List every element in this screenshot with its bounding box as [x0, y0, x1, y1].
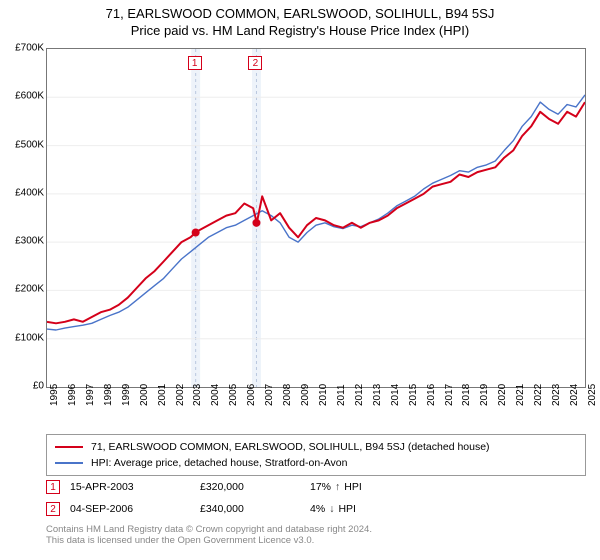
- x-tick-label: 2006: [246, 384, 257, 406]
- legend-swatch: [55, 446, 83, 448]
- x-tick-label: 2024: [569, 384, 580, 406]
- x-tick-label: 2003: [192, 384, 203, 406]
- sale-date: 04-SEP-2006: [70, 503, 190, 515]
- x-tick-label: 1997: [85, 384, 96, 406]
- x-tick-label: 2009: [300, 384, 311, 406]
- legend-label: HPI: Average price, detached house, Stra…: [91, 457, 347, 469]
- y-tick-label: £0: [2, 381, 44, 392]
- x-tick-label: 2018: [461, 384, 472, 406]
- plot-svg: [47, 49, 585, 387]
- legend-row: HPI: Average price, detached house, Stra…: [55, 455, 577, 471]
- x-tick-label: 2013: [372, 384, 383, 406]
- x-tick-label: 1996: [67, 384, 78, 406]
- x-tick-label: 2021: [515, 384, 526, 406]
- x-tick-label: 2004: [210, 384, 221, 406]
- sale-marker-label: 2: [248, 56, 262, 70]
- y-tick-label: £500K: [2, 139, 44, 150]
- sale-badge: 1: [46, 480, 60, 494]
- x-tick-label: 2022: [533, 384, 544, 406]
- y-tick-label: £300K: [2, 236, 44, 247]
- x-tick-label: 1995: [49, 384, 60, 406]
- chart-subtitle: Price paid vs. HM Land Registry's House …: [0, 23, 600, 38]
- plot-area: [46, 48, 586, 388]
- x-tick-label: 2012: [354, 384, 365, 406]
- y-tick-label: £600K: [2, 91, 44, 102]
- arrow-down-icon: ↓: [329, 503, 334, 515]
- x-tick-label: 1998: [103, 384, 114, 406]
- x-tick-label: 1999: [121, 384, 132, 406]
- x-tick-label: 2025: [587, 384, 598, 406]
- x-tick-label: 2020: [497, 384, 508, 406]
- legend: 71, EARLSWOOD COMMON, EARLSWOOD, SOLIHUL…: [46, 434, 586, 476]
- x-tick-label: 2017: [444, 384, 455, 406]
- footnote: Contains HM Land Registry data © Crown c…: [46, 524, 372, 547]
- sale-diff: 4%↓HPI: [310, 503, 450, 515]
- y-tick-label: £400K: [2, 187, 44, 198]
- y-tick-label: £200K: [2, 284, 44, 295]
- x-tick-label: 2015: [408, 384, 419, 406]
- sale-badge: 2: [46, 502, 60, 516]
- sale-marker-label: 1: [188, 56, 202, 70]
- sale-row: 2 04-SEP-2006 £340,000 4%↓HPI: [46, 498, 586, 520]
- x-tick-label: 2014: [390, 384, 401, 406]
- x-tick-label: 2001: [157, 384, 168, 406]
- x-tick-label: 2002: [175, 384, 186, 406]
- x-tick-label: 2000: [139, 384, 150, 406]
- titles: 71, EARLSWOOD COMMON, EARLSWOOD, SOLIHUL…: [0, 0, 600, 38]
- y-tick-label: £100K: [2, 332, 44, 343]
- x-tick-label: 2016: [426, 384, 437, 406]
- sale-diff: 17%↑HPI: [310, 481, 450, 493]
- footnote-line: Contains HM Land Registry data © Crown c…: [46, 524, 372, 535]
- arrow-up-icon: ↑: [335, 481, 340, 493]
- legend-label: 71, EARLSWOOD COMMON, EARLSWOOD, SOLIHUL…: [91, 441, 490, 453]
- legend-row: 71, EARLSWOOD COMMON, EARLSWOOD, SOLIHUL…: [55, 439, 577, 455]
- x-tick-label: 2007: [264, 384, 275, 406]
- x-tick-label: 2011: [336, 384, 347, 406]
- x-tick-label: 2019: [479, 384, 490, 406]
- sale-row: 1 15-APR-2003 £320,000 17%↑HPI: [46, 476, 586, 498]
- x-tick-label: 2008: [282, 384, 293, 406]
- footnote-line: This data is licensed under the Open Gov…: [46, 535, 372, 546]
- x-tick-label: 2005: [228, 384, 239, 406]
- sale-date: 15-APR-2003: [70, 481, 190, 493]
- sale-price: £320,000: [200, 481, 300, 493]
- sale-price: £340,000: [200, 503, 300, 515]
- chart-container: 71, EARLSWOOD COMMON, EARLSWOOD, SOLIHUL…: [0, 0, 600, 560]
- chart-title: 71, EARLSWOOD COMMON, EARLSWOOD, SOLIHUL…: [0, 6, 600, 21]
- legend-swatch: [55, 462, 83, 463]
- x-tick-label: 2010: [318, 384, 329, 406]
- sales-table: 1 15-APR-2003 £320,000 17%↑HPI 2 04-SEP-2006 £…: [46, 476, 586, 520]
- y-tick-label: £700K: [2, 43, 44, 54]
- x-tick-label: 2023: [551, 384, 562, 406]
